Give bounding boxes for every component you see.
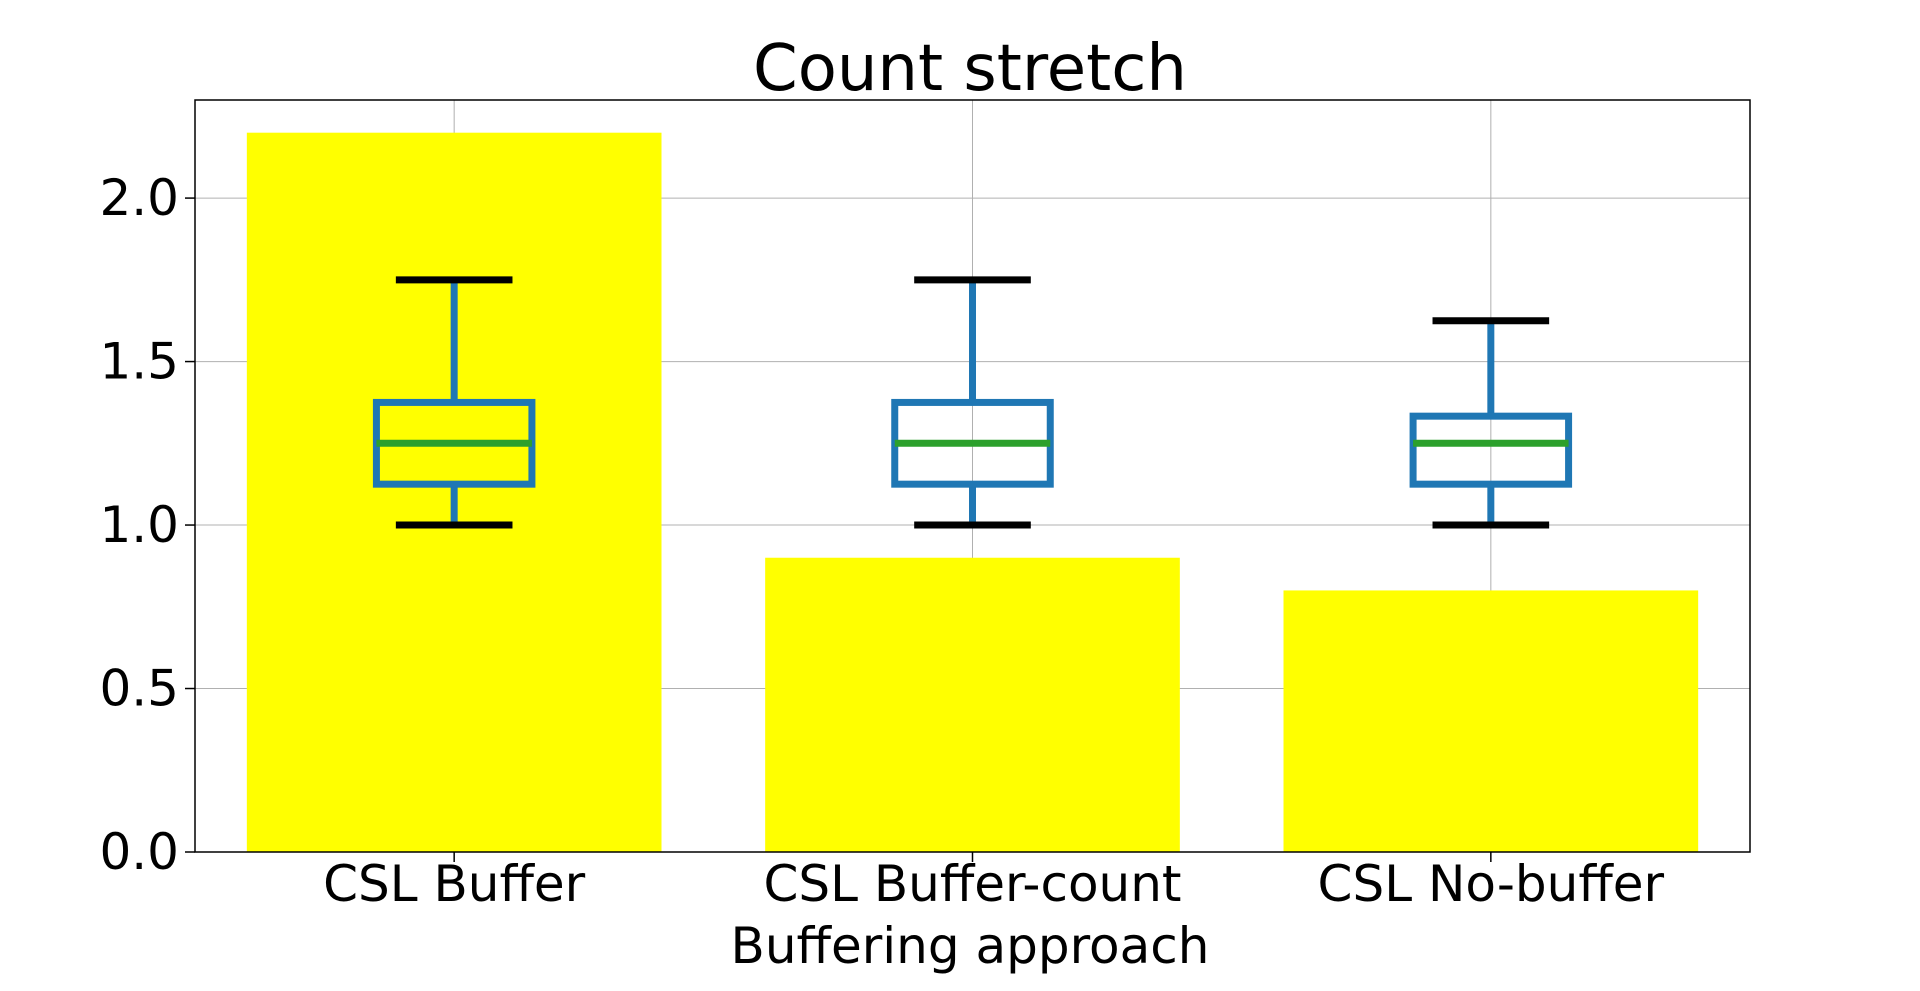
chart-title: Count stretch <box>753 32 1187 106</box>
bar <box>765 557 1180 852</box>
x-tick-label: CSL Buffer <box>323 855 586 913</box>
y-tick-label: 2.0 <box>99 169 179 227</box>
y-axis: 0.0 0.5 1.0 1.5 2.0 <box>99 169 195 881</box>
bar <box>1283 590 1699 852</box>
y-tick-label: 0.0 <box>99 823 179 881</box>
x-axis: CSL Buffer CSL Buffer-count CSL No-buffer <box>323 852 1665 913</box>
x-tick-label: CSL Buffer-count <box>763 855 1181 913</box>
x-axis-label: Buffering approach <box>731 917 1210 975</box>
box-layer <box>372 276 1573 529</box>
x-tick-label: CSL No-buffer <box>1318 855 1665 913</box>
y-tick-label: 1.0 <box>99 496 179 554</box>
y-tick-label: 0.5 <box>99 660 179 718</box>
iqr-box <box>1409 412 1573 488</box>
y-tick-label: 1.5 <box>99 333 179 391</box>
